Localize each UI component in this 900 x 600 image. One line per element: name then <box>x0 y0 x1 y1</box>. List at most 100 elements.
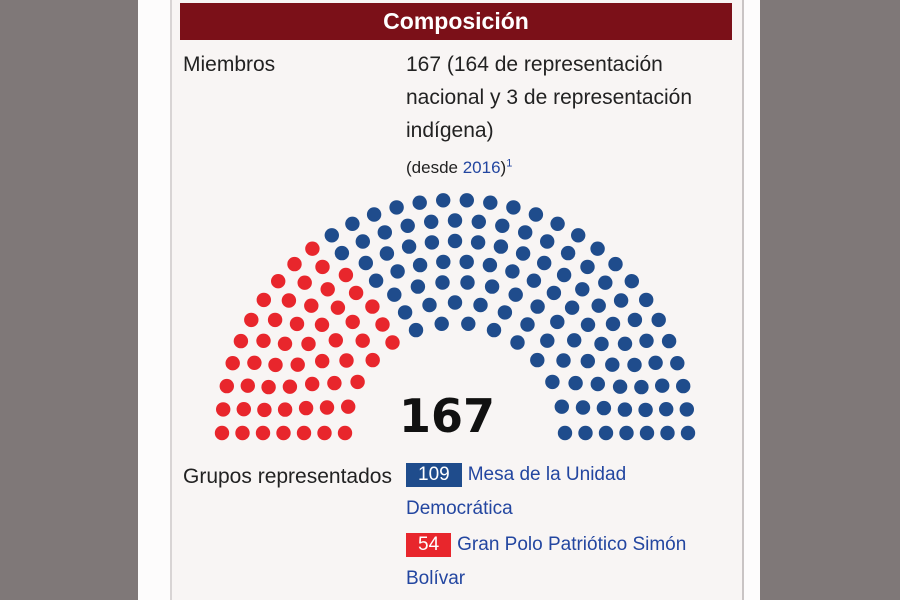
footnote-link[interactable]: 1 <box>506 157 513 169</box>
seat <box>412 257 428 273</box>
seat <box>298 400 314 416</box>
seat <box>214 425 230 441</box>
seat <box>556 267 572 283</box>
seat <box>580 259 595 275</box>
seat <box>257 402 272 418</box>
seat <box>236 402 251 417</box>
seat <box>639 333 654 348</box>
seat <box>412 195 427 210</box>
seat <box>482 257 498 273</box>
seat <box>401 239 417 254</box>
seat <box>315 259 330 275</box>
seat <box>571 228 586 243</box>
seat <box>400 218 415 233</box>
seat <box>447 213 463 228</box>
seat <box>290 357 305 372</box>
seat <box>634 379 649 395</box>
seat <box>305 241 320 256</box>
seat <box>659 402 674 417</box>
seat <box>530 299 545 314</box>
seat <box>598 275 613 290</box>
seat <box>617 402 633 417</box>
seat <box>233 333 249 349</box>
seat <box>390 264 405 279</box>
seat <box>261 379 276 395</box>
seat <box>334 245 350 261</box>
seat <box>540 234 555 249</box>
seat <box>627 312 643 328</box>
members-label: Miembros <box>183 53 276 76</box>
seat <box>495 218 510 233</box>
seat <box>624 274 639 289</box>
seat <box>459 193 474 208</box>
seat <box>422 297 437 313</box>
seat <box>281 293 297 308</box>
party-gpp: 54 Gran Polo Patriótico Simón Bolívar <box>406 528 736 596</box>
seat <box>314 317 330 332</box>
seat <box>594 336 609 352</box>
seats-badge: 54 <box>406 533 452 557</box>
seat <box>387 287 402 302</box>
seat <box>296 425 312 441</box>
seat <box>355 234 370 249</box>
seat <box>590 376 605 392</box>
seat <box>546 285 562 301</box>
seat <box>348 285 364 301</box>
seat <box>537 255 552 271</box>
seat <box>661 333 677 349</box>
seat <box>365 299 380 314</box>
seat <box>277 336 293 351</box>
seat <box>526 273 542 288</box>
seat <box>554 399 569 414</box>
seat <box>591 298 606 313</box>
seat <box>680 425 696 441</box>
seat <box>596 400 612 416</box>
seat <box>358 255 373 271</box>
seat <box>338 267 354 283</box>
seat <box>247 355 262 370</box>
seat <box>235 425 250 441</box>
seat <box>366 207 382 222</box>
seat <box>255 425 271 441</box>
seat <box>434 316 449 331</box>
seat <box>424 214 439 229</box>
parliament-chart: 167 <box>214 193 696 443</box>
seat <box>317 425 332 441</box>
seat <box>493 239 509 254</box>
seat <box>459 254 474 270</box>
seat <box>268 357 283 373</box>
seat <box>375 317 390 332</box>
seat <box>305 376 320 392</box>
seat <box>389 200 404 215</box>
seat <box>638 402 653 418</box>
seat <box>617 336 633 351</box>
seat <box>435 275 450 290</box>
party-link[interactable]: Gran Polo Patriótico Simón Bolívar <box>406 534 687 589</box>
seat <box>580 317 596 332</box>
since-year-link[interactable]: 2016 <box>462 157 501 177</box>
seat <box>550 216 565 231</box>
seat <box>350 374 365 390</box>
seat <box>575 282 590 297</box>
seat <box>506 200 521 215</box>
seat <box>567 333 582 348</box>
seat <box>256 292 271 308</box>
seat <box>486 322 502 338</box>
seat <box>556 353 571 368</box>
seat <box>648 355 663 370</box>
members-value: 167 (164 de representación nacional y 3 … <box>406 48 736 184</box>
seat <box>447 295 463 310</box>
seat <box>557 425 573 441</box>
seat <box>225 356 240 371</box>
party-link[interactable]: Mesa de la Unidad Democrática <box>406 464 627 519</box>
seat <box>324 228 339 243</box>
seat <box>612 379 628 394</box>
seat <box>276 425 291 441</box>
seat <box>670 356 685 371</box>
seat <box>377 225 392 240</box>
seat <box>515 246 531 261</box>
seat <box>297 275 312 290</box>
seat <box>397 305 413 320</box>
seat <box>550 314 565 330</box>
seat <box>328 333 343 348</box>
